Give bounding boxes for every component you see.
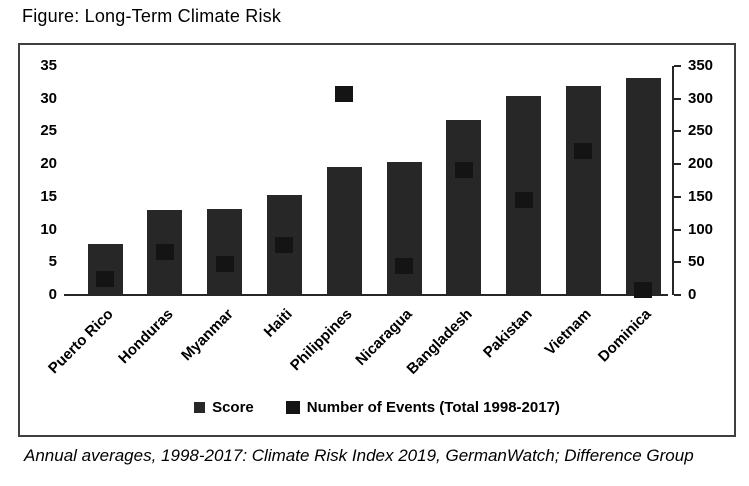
events-marker-pakistan <box>514 192 533 209</box>
plot-area: 0 5 10 15 20 25 30 35 0 50 100 150 200 250 300 350 Puert… <box>20 45 734 435</box>
y-axis-right-tick <box>674 228 681 231</box>
figure-title: Figure: Long-Term Climate Risk <box>22 6 282 26</box>
score-bar-bangladesh <box>446 120 482 295</box>
legend: Score Number of Events (Total 1998-2017) <box>20 399 734 416</box>
y-axis-left-tick-label: 10 <box>40 220 57 238</box>
score-bar-philippines <box>326 166 362 295</box>
y-axis-right-tick <box>674 261 681 264</box>
y-axis-right-tick-label: 350 <box>688 57 714 74</box>
y-axis-left-tick-label: 0 <box>48 286 57 303</box>
y-axis-right-tick <box>674 130 681 133</box>
y-axis-right-tick-label: 50 <box>688 253 705 271</box>
x-axis-line <box>64 294 668 296</box>
chart-area: 0 5 10 15 20 25 30 35 0 50 100 150 200 250 300 350 Puert… <box>18 43 736 437</box>
events-marker-philippines <box>335 86 354 103</box>
score-bar-puerto-rico <box>87 243 123 295</box>
y-axis-left-tick-label: 20 <box>40 155 57 173</box>
y-axis-right-line <box>672 66 674 295</box>
y-axis-right-tick <box>674 294 681 296</box>
score-bar-nicaragua <box>386 161 422 295</box>
y-axis-right-tick-label: 200 <box>688 155 714 173</box>
y-axis-right-tick <box>674 195 681 198</box>
legend-item-score: Score <box>194 399 254 416</box>
events-legend-swatch <box>285 401 300 414</box>
y-axis-right-tick-label: 150 <box>688 187 714 205</box>
score-bar-vietnam <box>565 86 601 295</box>
events-marker-dominica <box>634 281 653 298</box>
score-legend-swatch <box>194 402 206 413</box>
y-axis-left-tick-label: 30 <box>40 89 57 107</box>
y-axis-right-tick-label: 0 <box>688 286 697 303</box>
score-legend-label: Score <box>212 399 254 416</box>
events-marker-bangladesh <box>454 162 473 179</box>
events-marker-honduras <box>155 244 174 261</box>
events-legend-label: Number of Events (Total 1998-2017) <box>306 399 560 416</box>
events-marker-vietnam <box>574 143 593 160</box>
y-axis-right-tick-label: 100 <box>688 220 714 238</box>
y-axis-left-tick-label: 5 <box>48 253 57 271</box>
legend-item-events: Number of Events (Total 1998-2017) <box>285 399 560 416</box>
score-bar-dominica <box>625 78 661 295</box>
y-axis-right-tick-label: 300 <box>688 89 714 107</box>
y-axis-right-tick-label: 250 <box>688 122 714 140</box>
events-marker-haiti <box>275 236 294 253</box>
y-axis-left-tick-label: 15 <box>40 187 57 205</box>
events-marker-puerto-rico <box>96 270 114 287</box>
y-axis-right-tick <box>674 97 681 100</box>
score-bar-myanmar <box>207 208 243 295</box>
y-axis-left-tick-label: 35 <box>40 57 57 74</box>
y-axis-right-tick <box>674 65 681 67</box>
events-marker-nicaragua <box>395 257 413 274</box>
source-caption: Annual averages, 1998-2017: Climate Risk… <box>24 446 694 465</box>
events-marker-myanmar <box>215 255 234 272</box>
y-axis-left-tick-label: 25 <box>40 122 57 140</box>
y-axis-right-tick <box>674 163 681 166</box>
